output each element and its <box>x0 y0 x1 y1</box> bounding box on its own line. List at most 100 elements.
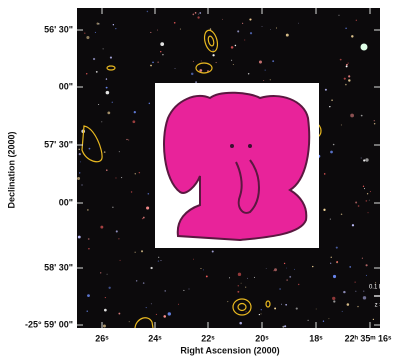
x-tick-label: 20ˢ <box>255 333 269 343</box>
star <box>355 202 357 204</box>
star <box>231 60 232 61</box>
star <box>212 251 214 253</box>
star <box>325 89 327 91</box>
star <box>324 173 326 175</box>
star <box>355 291 356 292</box>
star <box>284 325 286 327</box>
star <box>106 87 108 89</box>
star <box>279 288 280 289</box>
star <box>93 58 95 60</box>
star <box>89 148 91 150</box>
star <box>285 304 287 306</box>
star <box>98 104 99 105</box>
star <box>341 124 342 125</box>
star <box>193 259 194 260</box>
star <box>100 272 101 273</box>
x-tick-label: 26ˢ <box>95 333 109 343</box>
star <box>270 29 271 30</box>
star <box>180 29 181 30</box>
star <box>363 291 364 292</box>
star <box>323 209 325 211</box>
star <box>375 282 376 283</box>
star <box>160 42 164 46</box>
star <box>348 75 350 77</box>
star <box>244 40 245 41</box>
star <box>191 73 193 75</box>
x-tick-label: 22ˢ <box>201 333 215 343</box>
star <box>296 308 298 310</box>
star <box>374 123 375 124</box>
star <box>339 15 340 16</box>
star <box>340 59 342 61</box>
star <box>363 186 364 187</box>
star <box>136 280 137 281</box>
star <box>146 307 147 308</box>
star <box>77 177 80 180</box>
star <box>158 260 159 261</box>
star <box>356 20 357 21</box>
star <box>366 275 367 276</box>
y-tick-label: -25° 59' 00" <box>25 319 73 329</box>
star <box>250 32 252 34</box>
star <box>198 14 199 15</box>
star <box>103 324 106 327</box>
star <box>374 120 375 121</box>
star <box>116 230 118 232</box>
star <box>199 69 202 72</box>
star <box>333 275 336 278</box>
star <box>361 44 368 51</box>
star <box>131 191 132 192</box>
star <box>193 14 195 16</box>
star <box>235 45 236 46</box>
star <box>241 283 242 284</box>
star <box>78 149 79 150</box>
star <box>150 65 152 67</box>
star <box>104 309 107 312</box>
star <box>343 291 345 293</box>
star <box>298 284 299 285</box>
star <box>106 78 107 79</box>
star <box>298 23 299 24</box>
y-tick-label: 00" <box>59 81 73 91</box>
star <box>259 314 260 315</box>
star <box>266 268 267 269</box>
star <box>262 26 263 27</box>
star <box>88 238 90 240</box>
star <box>112 102 113 103</box>
star <box>274 307 276 309</box>
star <box>107 274 108 275</box>
star <box>188 288 189 289</box>
star <box>336 261 338 263</box>
star <box>249 18 251 20</box>
star <box>354 282 355 283</box>
star <box>361 115 363 117</box>
star <box>352 224 354 226</box>
star <box>333 144 335 146</box>
star <box>289 276 291 278</box>
star <box>195 81 197 83</box>
y-axis-title: Declination (2000) <box>6 131 16 208</box>
star <box>150 32 151 33</box>
star <box>129 321 130 322</box>
star <box>183 290 184 291</box>
elephant-sticker <box>164 93 309 240</box>
star <box>330 263 331 264</box>
star <box>150 267 152 269</box>
star <box>162 54 164 56</box>
star <box>157 30 158 31</box>
star <box>199 12 201 14</box>
star <box>79 172 80 173</box>
star <box>161 260 162 261</box>
star <box>96 71 98 73</box>
star <box>87 209 88 210</box>
star <box>286 268 287 269</box>
star <box>227 301 228 302</box>
star <box>238 285 239 286</box>
star <box>121 177 122 178</box>
star <box>193 61 194 62</box>
star <box>331 257 332 258</box>
star <box>142 218 143 219</box>
star <box>364 188 365 189</box>
star <box>349 266 351 268</box>
star <box>141 250 143 252</box>
